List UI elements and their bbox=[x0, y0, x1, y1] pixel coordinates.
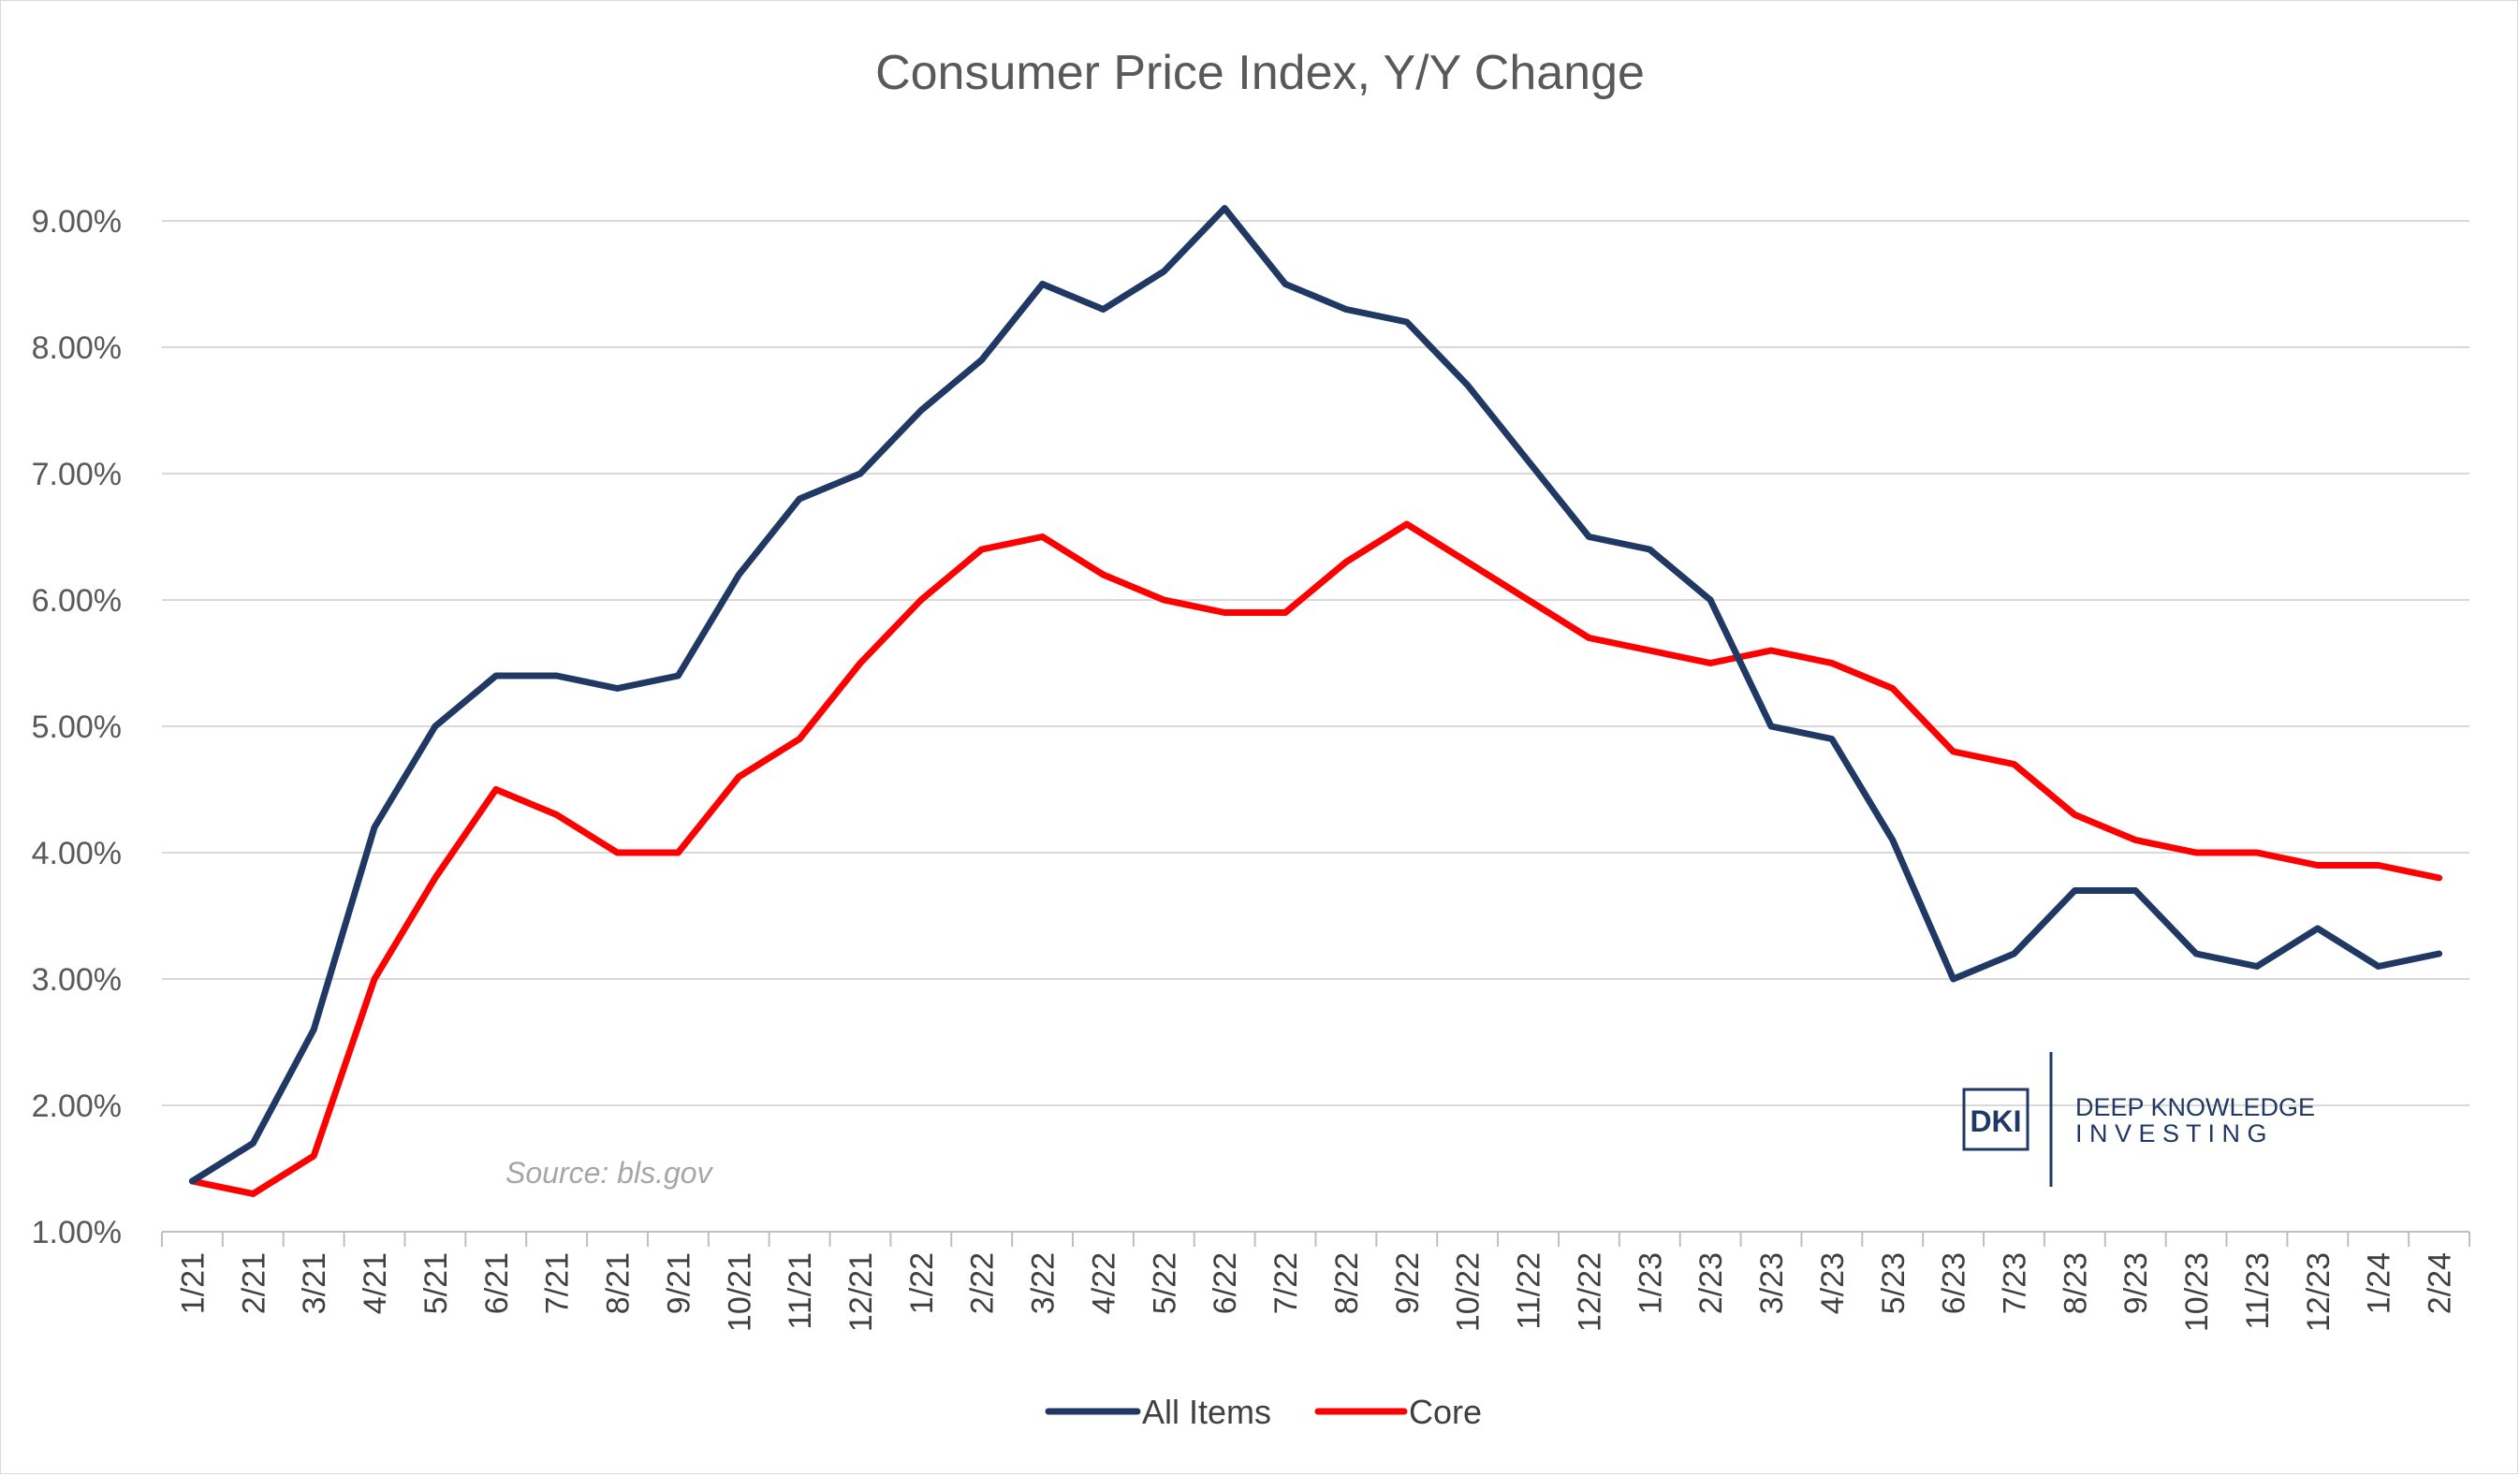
x-tick-label: 1/23 bbox=[1633, 1252, 1668, 1314]
x-tick-label: 5/21 bbox=[418, 1252, 454, 1314]
x-tick-label: 7/23 bbox=[1997, 1252, 2032, 1314]
y-tick-label: 7.00% bbox=[32, 457, 122, 492]
x-tick-label: 12/21 bbox=[843, 1252, 879, 1332]
y-tick-label: 5.00% bbox=[32, 709, 122, 745]
x-tick-label: 2/24 bbox=[2423, 1252, 2458, 1314]
y-axis-ticks: 1.00% 2.00% 3.00% 4.00% 5.00% 6.00% 7.00% 8.00%… bbox=[32, 204, 122, 1250]
logo-line-2: I N V E S T I N G bbox=[2075, 1119, 2267, 1147]
series-line-all-items bbox=[188, 205, 2443, 1185]
x-tick-label: 8/22 bbox=[1329, 1252, 1365, 1314]
source-annotation: Source: bls.gov bbox=[505, 1156, 714, 1190]
x-tick-label: 1/21 bbox=[175, 1252, 211, 1314]
x-tick-label: 2/23 bbox=[1693, 1252, 1729, 1314]
x-tick-label: 9/21 bbox=[661, 1252, 696, 1314]
x-tick-label: 6/21 bbox=[479, 1252, 515, 1314]
x-tick-label: 4/23 bbox=[1815, 1252, 1851, 1314]
legend-label-core: Core bbox=[1409, 1393, 1482, 1431]
y-tick-label: 4.00% bbox=[32, 836, 122, 871]
legend-label-all-items: All Items bbox=[1142, 1393, 1271, 1431]
x-tick-label: 3/23 bbox=[1754, 1252, 1790, 1314]
x-tick-label: 3/21 bbox=[297, 1252, 332, 1314]
y-tick-label: 1.00% bbox=[32, 1215, 122, 1250]
series-line-core bbox=[188, 520, 2443, 1197]
x-tick-label: 7/22 bbox=[1268, 1252, 1304, 1314]
x-tick-label: 8/21 bbox=[601, 1252, 637, 1314]
x-tick-label: 3/22 bbox=[1026, 1252, 1062, 1314]
x-tick-label: 6/22 bbox=[1208, 1252, 1243, 1314]
x-tick-label: 11/22 bbox=[1512, 1252, 1547, 1330]
x-tick-label: 10/22 bbox=[1451, 1252, 1487, 1332]
legend: All Items Core bbox=[1045, 1393, 1482, 1431]
y-tick-label: 3.00% bbox=[32, 962, 122, 998]
logo-box bbox=[1962, 1088, 2029, 1151]
y-tick-label: 9.00% bbox=[32, 204, 122, 240]
x-tick-label: 9/23 bbox=[2118, 1252, 2154, 1314]
logo-mark: DKI bbox=[1970, 1104, 2021, 1138]
x-tick-label: 10/21 bbox=[722, 1252, 757, 1332]
x-tick-label: 11/21 bbox=[783, 1252, 818, 1330]
gridlines bbox=[162, 220, 2469, 1233]
x-tick-label: 9/22 bbox=[1390, 1252, 1426, 1314]
x-tick-label: 2/22 bbox=[965, 1252, 1001, 1314]
x-tick-label: 2/21 bbox=[236, 1252, 271, 1314]
y-tick-label: 2.00% bbox=[32, 1089, 122, 1124]
chart-title: Consumer Price Index, Y/Y Change bbox=[875, 46, 1645, 100]
y-tick-label: 6.00% bbox=[32, 583, 122, 619]
x-tick-label: 1/22 bbox=[904, 1252, 940, 1314]
y-tick-label: 8.00% bbox=[32, 330, 122, 366]
x-tick-label: 10/23 bbox=[2179, 1252, 2215, 1332]
series-lines bbox=[188, 205, 2443, 1197]
x-tick-label: 4/22 bbox=[1086, 1252, 1121, 1314]
x-tick-label: 6/23 bbox=[1937, 1252, 1972, 1314]
x-axis-ticks: 1/21 2/21 3/21 4/21 5/21 6/21 7/21 8/21 9/21 10/2… bbox=[161, 1232, 2470, 1332]
x-tick-label: 8/23 bbox=[2058, 1252, 2093, 1314]
x-tick-label: 12/23 bbox=[2301, 1252, 2337, 1332]
x-tick-label: 12/22 bbox=[1572, 1252, 1607, 1332]
x-tick-label: 4/21 bbox=[358, 1252, 393, 1314]
x-tick-label: 1/24 bbox=[2362, 1252, 2397, 1314]
x-tick-label: 7/21 bbox=[540, 1252, 576, 1314]
x-tick-label: 5/22 bbox=[1147, 1252, 1182, 1314]
x-tick-label: 5/23 bbox=[1876, 1252, 1912, 1314]
dki-logo: DKI DEEP KNOWLEDGE I N V E S T I N G bbox=[1962, 1052, 2315, 1187]
logo-line-1: DEEP KNOWLEDGE bbox=[2075, 1093, 2315, 1121]
x-tick-label: 11/23 bbox=[2240, 1252, 2276, 1330]
